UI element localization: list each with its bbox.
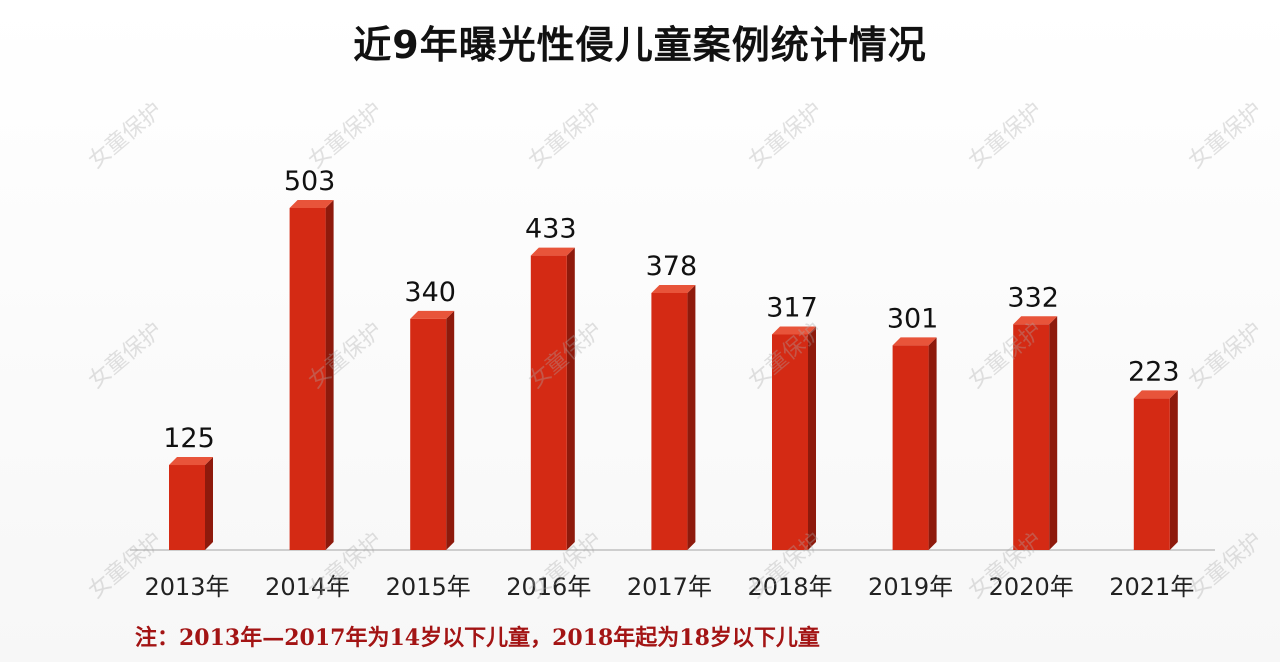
bar-side [1169, 390, 1178, 550]
bar [530, 247, 575, 551]
bar-top [892, 337, 937, 346]
bar-side [928, 337, 937, 550]
bar [892, 337, 937, 550]
bar [410, 310, 455, 550]
bar-front [289, 208, 326, 550]
bar [289, 200, 334, 550]
bar [1013, 316, 1058, 550]
bar-side [687, 284, 696, 550]
x-tick-label: 2017年 [627, 573, 712, 601]
data-label: 332 [1007, 282, 1059, 313]
data-label: 125 [163, 423, 215, 454]
x-tick-label: 2019年 [868, 573, 953, 601]
data-label: 433 [525, 214, 577, 245]
bar-top [1013, 316, 1058, 325]
bar-front [1013, 324, 1050, 550]
bar-front [410, 318, 447, 550]
bar-side [566, 247, 575, 551]
x-tick-label: 2020年 [989, 573, 1074, 601]
data-label: 317 [766, 292, 818, 323]
bar-top [169, 457, 213, 466]
data-label: 223 [1128, 356, 1180, 387]
bar-top [530, 247, 575, 256]
bar-front [892, 345, 929, 550]
data-label: 378 [646, 251, 698, 282]
x-tick-label: 2013年 [144, 573, 229, 601]
bar [651, 284, 696, 550]
bar [1133, 390, 1178, 550]
bar-front [1133, 398, 1170, 550]
bar-top [772, 326, 816, 335]
x-tick-label: 2021年 [1109, 573, 1194, 601]
bar-front [530, 255, 567, 551]
bar-top [410, 310, 455, 319]
bar-side [1049, 316, 1058, 550]
bar-front [169, 465, 205, 550]
x-tick-label: 2015年 [386, 573, 471, 601]
bar-side [446, 310, 455, 550]
bar-front [651, 292, 688, 550]
bar-top [1133, 390, 1178, 399]
x-tick-label: 2014年 [265, 573, 350, 601]
bar-side [205, 457, 213, 550]
data-label: 503 [284, 166, 336, 197]
bar-side [325, 200, 334, 550]
footnote: 注：2013年—2017年为14岁以下儿童，2018年起为18岁以下儿童 [135, 625, 820, 651]
bar-top [651, 284, 696, 293]
bar-top [289, 200, 334, 208]
bar [169, 457, 213, 550]
data-label: 340 [404, 277, 456, 308]
data-label: 301 [887, 303, 939, 334]
x-tick-label: 2016年 [506, 573, 591, 601]
bar-front [772, 334, 808, 550]
bar-side [808, 326, 816, 550]
chart-title: 近9年曝光性侵儿童案例统计情况 [353, 23, 927, 67]
bar [772, 326, 816, 550]
x-tick-label: 2018年 [747, 573, 832, 601]
